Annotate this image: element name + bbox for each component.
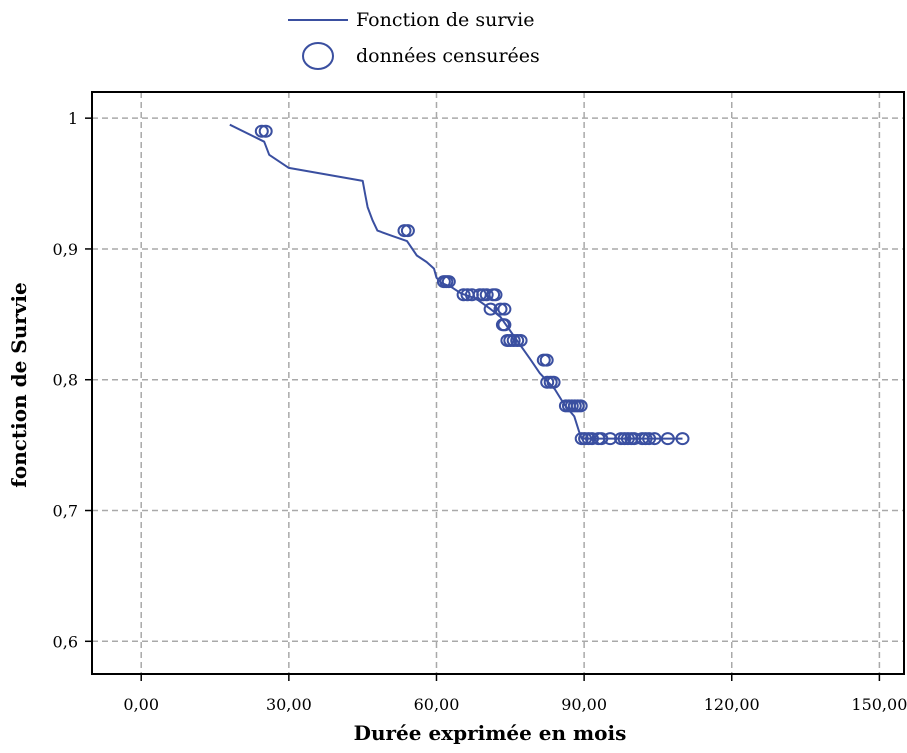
censored-data-point [441, 275, 456, 289]
x-tick-label: 90,00 [561, 695, 607, 714]
censored-data-point [573, 399, 588, 413]
x-axis-ticks: 0,00 30,00 60,00 90,00 120,00 150,00 [123, 674, 907, 714]
y-tick-label: 0,9 [53, 240, 78, 259]
censored-data-point [539, 353, 554, 367]
censored-data-point [483, 302, 498, 316]
grid [92, 92, 904, 674]
censored-data-point [254, 124, 269, 138]
x-tick-label: 0,00 [123, 695, 159, 714]
x-tick-label: 120,00 [704, 695, 760, 714]
censored-data-point [456, 288, 471, 302]
plot-frame [91, 91, 905, 675]
censored-data-point [546, 375, 561, 389]
censored-data-point [513, 334, 528, 347]
x-tick-label: 60,00 [414, 695, 460, 714]
censored-data-point [488, 288, 503, 302]
censored-data-point [479, 288, 494, 302]
legend-marker-swatch [302, 42, 334, 70]
censored-data-point [497, 318, 512, 332]
censored-data-point [675, 432, 690, 446]
y-tick-label: 0,7 [53, 502, 78, 521]
plot-series [229, 123, 690, 446]
legend-line-label: Fonction de survie [356, 9, 534, 31]
y-tick-label: 0,6 [53, 632, 78, 651]
x-tick-label: 150,00 [851, 695, 907, 714]
censored-data-point [594, 432, 609, 446]
censored-data-point [585, 432, 599, 446]
censored-data-point [258, 124, 273, 138]
y-tick-label: 1 [68, 109, 78, 128]
legend-marker-label: données censurées [356, 45, 540, 67]
y-axis-ticks: 0,6 0,7 0,8 0,9 1 [53, 109, 92, 651]
censored-data-point [497, 302, 512, 316]
censored-data-point [493, 302, 508, 316]
censored-data-point [660, 432, 675, 446]
legend: Fonction de survie données censurées [288, 9, 540, 70]
x-tick-label: 30,00 [266, 695, 312, 714]
x-axis-label: Durée exprimée en mois [354, 721, 627, 745]
survival-function-line [229, 123, 683, 440]
censored-data-point [400, 224, 415, 238]
censored-data-point [647, 432, 662, 446]
censored-data-point [642, 432, 657, 446]
censored-data-point [603, 432, 618, 446]
y-axis-label: fonction de Survie [7, 282, 31, 487]
y-tick-label: 0,8 [53, 371, 78, 390]
